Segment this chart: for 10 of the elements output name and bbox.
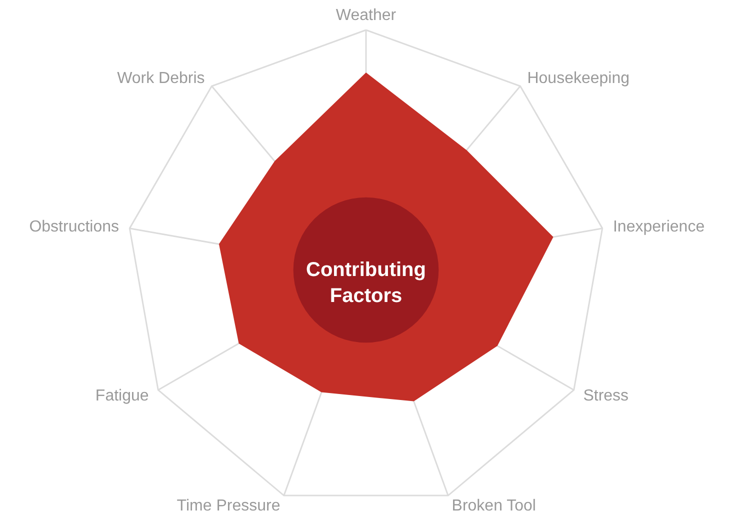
spoke-label: Work Debris xyxy=(117,70,205,87)
spoke-label: Stress xyxy=(583,387,629,404)
spoke-label: Housekeeping xyxy=(527,70,630,87)
spoke-label: Broken Tool xyxy=(452,498,536,515)
spoke-label: Obstructions xyxy=(29,218,120,236)
spoke-label: Fatigue xyxy=(95,387,149,404)
spoke-label: Inexperience xyxy=(612,218,705,236)
spoke-label: Weather xyxy=(336,7,397,24)
text: Contributing Factors xyxy=(306,259,426,307)
spoke-label: Time Pressure xyxy=(176,498,280,515)
